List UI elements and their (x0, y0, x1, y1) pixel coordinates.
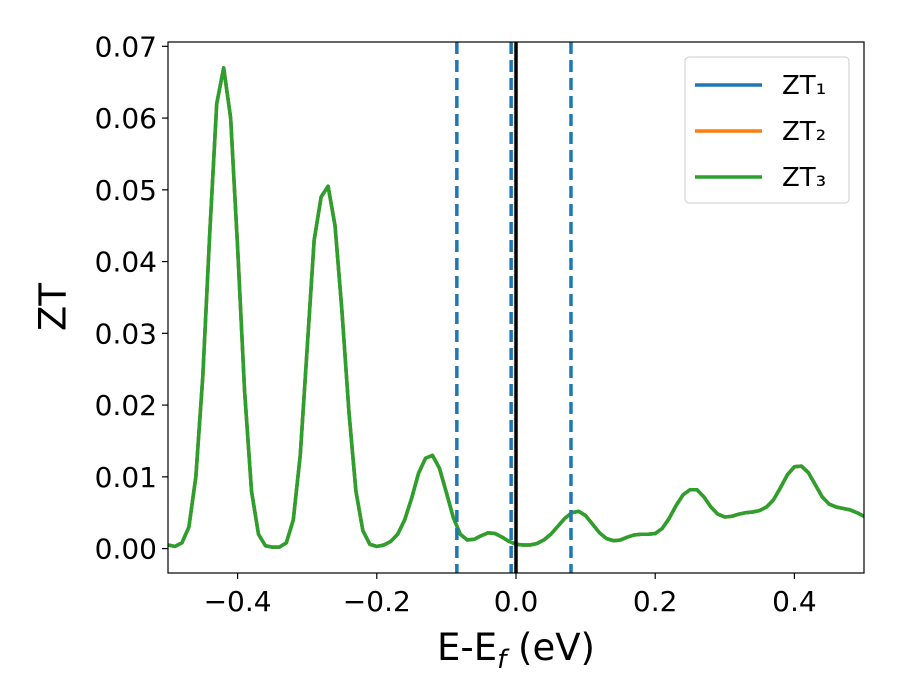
legend-box (684, 56, 850, 204)
x-label-rest: (eV) (506, 626, 595, 669)
x-label-main: E-E (437, 626, 497, 669)
y-tick-label: 0.00 (95, 533, 157, 566)
y-tick-label: 0.06 (95, 102, 157, 135)
x-axis-label: E-Ef (eV) (437, 626, 595, 675)
x-tick-label: 0.2 (633, 585, 678, 618)
x-tick-label: −0.2 (343, 585, 411, 618)
y-tick-label: 0.07 (95, 30, 157, 63)
x-tick-label: −0.4 (204, 585, 272, 618)
y-tick-label: 0.04 (95, 246, 157, 279)
legend-label: ZT₃ (782, 163, 826, 193)
y-tick-label: 0.05 (95, 174, 157, 207)
legend-label: ZT₂ (782, 117, 826, 147)
x-tick-label: 0.4 (772, 585, 817, 618)
y-axis-label: ZT (32, 283, 75, 331)
y-tick-label: 0.01 (95, 461, 157, 494)
legend-label: ZT₁ (782, 71, 826, 101)
y-tick-label: 0.02 (95, 389, 157, 422)
plot-frame (167, 41, 865, 574)
y-tick-label: 0.03 (95, 317, 157, 350)
x-tick-label: 0.0 (494, 585, 539, 618)
